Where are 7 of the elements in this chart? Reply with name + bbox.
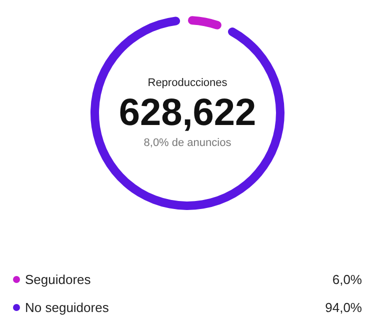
data-label: 6,0% <box>332 272 362 287</box>
text: 8,0% de anuncios <box>144 137 232 149</box>
data-label: 94,0% <box>325 300 362 315</box>
text: Reproducciones <box>148 77 228 89</box>
text: 628,622 <box>118 91 256 135</box>
legend-label: No seguidores <box>25 300 109 315</box>
legend-label: Seguidores <box>25 272 91 287</box>
